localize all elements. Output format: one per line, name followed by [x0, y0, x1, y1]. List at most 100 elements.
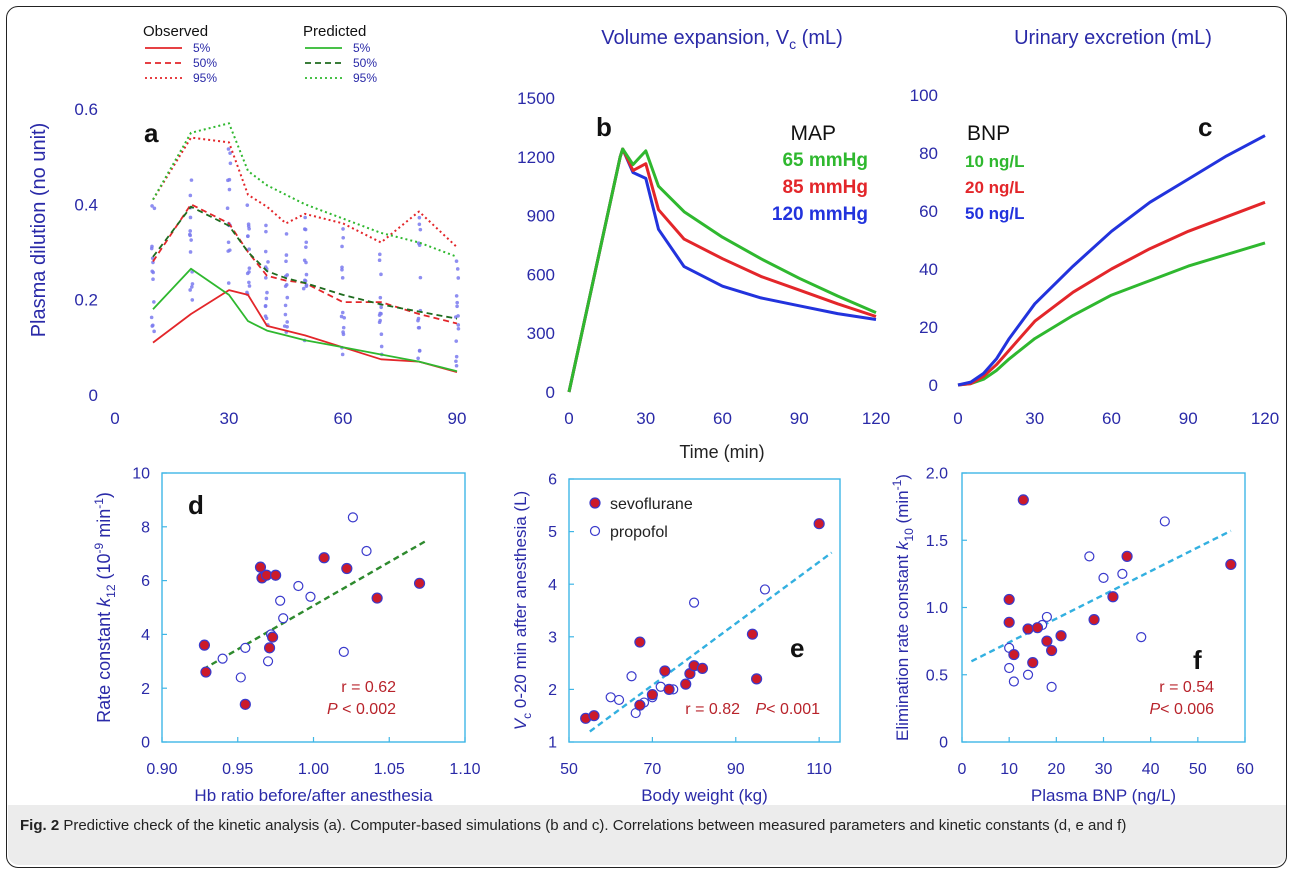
- panel-a-xtick-label: 60: [334, 409, 353, 428]
- panel-a-observation-dot: [283, 312, 288, 317]
- figure-caption: Fig. 2 Predictive check of the kinetic a…: [20, 816, 1275, 836]
- panel-a-observation-dot: [247, 284, 252, 288]
- panel-a-observation-dot: [416, 316, 421, 321]
- panel-c-legend-title: BNP: [967, 122, 1010, 145]
- panel-f-open-point: [1098, 572, 1109, 584]
- panel-f-filled-point: [1003, 593, 1015, 606]
- panel-e-ylabel-part-1: c: [520, 713, 534, 719]
- caption-bar: [8, 805, 1286, 865]
- panel-d-ylabel-part-5: min: [94, 509, 114, 543]
- panel-a-observation-dot: [454, 354, 459, 359]
- panel-e-open-point: [688, 597, 700, 608]
- panel-b-xtick-label: 60: [713, 409, 732, 428]
- panel-a-observation-dot: [228, 151, 232, 155]
- panel-a-observation-dot: [283, 303, 288, 308]
- panel-a-observation-dot: [417, 349, 422, 353]
- panel-f-open-point: [1084, 551, 1095, 562]
- panel-a-observation-dot: [454, 259, 459, 263]
- panel-d-r-value: r = 0.62: [341, 679, 396, 696]
- panel-a-observation-dot: [227, 248, 232, 252]
- panel-a-observation-dot: [152, 206, 157, 211]
- panel-e-filled-point: [680, 678, 692, 690]
- panel-a-observation-dot: [378, 295, 383, 300]
- panel-b-legend-title: MAP: [790, 122, 836, 145]
- figure-frame: [6, 6, 1287, 868]
- panel-a-observation-dot: [339, 314, 344, 319]
- panel-f-xtick-label: 40: [1142, 761, 1160, 778]
- panel-a-observation-dot: [304, 240, 309, 245]
- panel-a-observation-dot: [379, 305, 383, 310]
- panel-d-xtick-label: 1.05: [374, 761, 405, 778]
- panel-d-ytick-label: 0: [141, 735, 150, 752]
- panel-d-ytick-label: 2: [141, 681, 150, 698]
- panel-f-filled-point: [1046, 644, 1058, 657]
- panel-b-xlabel: Time (min): [679, 442, 764, 462]
- panel-e-xlabel: Body weight (kg): [641, 786, 768, 805]
- panel-e-xtick-label: 50: [560, 761, 578, 778]
- panel-e-open-point: [626, 671, 637, 682]
- panel-a-observation-dot: [246, 234, 250, 238]
- panel-a-observation-dot: [340, 310, 345, 315]
- panel-d-ytick-label: 4: [141, 627, 150, 644]
- panel-a-observation-dot: [284, 259, 288, 264]
- panel-b-series-line: [567, 147, 877, 393]
- panel-f-filled-point: [1022, 623, 1034, 635]
- panel-a-observation-dot: [417, 243, 422, 247]
- panel-d-p-value-part-0: P: [327, 701, 338, 718]
- panel-c-title: Urinary excretion (mL): [1014, 27, 1212, 49]
- panel-a-observation-dot: [378, 252, 382, 257]
- panel-f-xtick-label: 0: [958, 761, 967, 778]
- panel-a-observation-dot: [265, 290, 269, 295]
- panel-d-open-point: [278, 613, 289, 624]
- panel-a-ylabel: Plasma dilution (no unit): [28, 123, 50, 338]
- panel-d-xtick-label: 1.10: [449, 761, 480, 778]
- panel-c-legend-label: 10 ng/L: [965, 152, 1025, 171]
- panel-a-legend-observed-label: 95%: [193, 71, 217, 85]
- panel-f-open-point: [1136, 631, 1147, 643]
- panel-f-ytick-label: 1.5: [926, 533, 948, 550]
- panel-b-legend-label: 120 mmHg: [772, 204, 868, 225]
- panel-b-ytick-label: 900: [527, 207, 555, 226]
- panel-a-observation-dot: [379, 272, 383, 277]
- panel-d-open-point: [275, 595, 286, 606]
- panel-a-observation-dot: [456, 323, 461, 327]
- panel-a-observation-dot: [190, 285, 194, 289]
- panel-b-title-part-2: (mL): [796, 27, 843, 49]
- panel-e-p-value-part-0: P: [756, 701, 767, 718]
- panel-a-observation-dot: [340, 244, 344, 249]
- panel-e-xtick-label: 110: [806, 761, 832, 778]
- panel-f-filled-point: [1027, 657, 1039, 669]
- panel-a-ytick-label: 0.2: [74, 291, 98, 310]
- panel-a-legend-observed-label: 5%: [193, 41, 211, 55]
- panel-d-filled-point: [371, 592, 383, 604]
- panel-d-open-point: [240, 642, 251, 653]
- panel-f-filled-point: [1225, 558, 1237, 571]
- panel-a-observation-dot: [226, 281, 231, 285]
- panel-b-letter: b: [596, 112, 612, 142]
- panel-a-observation-dot: [247, 247, 251, 252]
- panel-d-filled-point: [263, 642, 276, 654]
- panel-d-filled-point: [341, 562, 353, 575]
- panel-f-p-value-part-1: < 0.006: [1160, 701, 1214, 718]
- panel-f-filled-point: [1008, 648, 1020, 661]
- panel-a-legend-predicted-label: 5%: [353, 41, 371, 55]
- panel-f-ytick-label: 0.5: [926, 667, 948, 684]
- panel-a-observation-dot: [340, 352, 345, 357]
- panel-a-observation-dot: [454, 339, 459, 343]
- panel-a-observation-dot: [245, 290, 249, 295]
- panel-a-observation-dot: [304, 245, 308, 249]
- panel-e-filled-point: [646, 689, 658, 701]
- panel-a-observation-dot: [341, 332, 346, 337]
- panel-e-ylabel: Vc 0-20 min after anesthesia (L): [511, 491, 534, 730]
- panel-a-observation-dot: [303, 278, 307, 283]
- panel-d-open-point: [235, 672, 246, 683]
- panel-d-p-value: P < 0.002: [327, 701, 396, 718]
- panel-a-observation-dot: [284, 232, 289, 236]
- panel-a-observation-dot: [264, 223, 268, 228]
- panel-c-ytick-label: 20: [919, 318, 938, 337]
- panel-b-xtick-label: 90: [790, 409, 809, 428]
- panel-f-ylabel-part-2: 10: [902, 528, 916, 542]
- panel-a-legend-observed-label: 50%: [193, 56, 217, 70]
- panel-a-observation-dot: [454, 294, 459, 298]
